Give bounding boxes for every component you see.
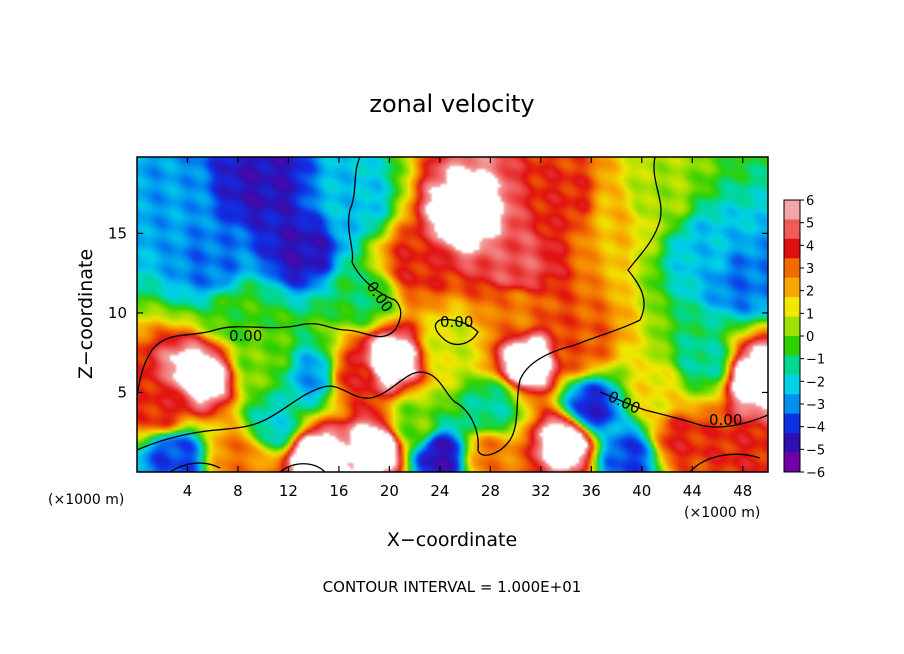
colorbar-tick-label: 6: [806, 194, 814, 209]
x-tick-label: 4: [183, 482, 193, 500]
x-tick-label: 8: [233, 482, 243, 500]
colorbar-tick-label: 4: [806, 239, 814, 254]
heatmap-field: [137, 157, 768, 472]
x-tick-label: 32: [531, 482, 550, 500]
x-tick-label: 24: [430, 482, 449, 500]
x-tick-label: 44: [683, 482, 702, 500]
chart-title: zonal velocity: [369, 90, 534, 118]
colorbar-swatch: [784, 258, 800, 279]
colorbar-swatch: [784, 277, 800, 298]
contour-label: 0.00: [229, 327, 262, 345]
y-axis: 5 10 15: [108, 224, 768, 401]
zero-contour-middle: [137, 157, 662, 456]
x-tick-label: 20: [380, 482, 399, 500]
colorbar-swatch: [784, 355, 800, 376]
colorbar-swatch: [784, 413, 800, 434]
colorbar-swatch: [784, 433, 800, 453]
colorbar-tick-label: −5: [806, 443, 825, 458]
colorbar-tick-label: −4: [806, 421, 825, 436]
x-unit-label-right: (×1000 m): [684, 505, 760, 521]
colorbar-tick-label: −3: [806, 398, 825, 413]
colorbar-tick-label: −1: [806, 353, 825, 368]
colorbar-tick-label: 0: [806, 330, 814, 345]
zero-contour-lower-right: [599, 391, 768, 428]
contour-label: 0.00: [440, 313, 473, 331]
colorbar-swatch: [784, 452, 800, 473]
x-unit-label-left: (×1000 m): [48, 492, 124, 508]
plot-frame: [136, 156, 769, 473]
colorbar-swatch: [784, 336, 800, 356]
x-tick-label: 16: [329, 482, 348, 500]
colorbar-tick-label: 1: [806, 307, 814, 322]
colorbar-tick-label: 3: [806, 262, 814, 277]
contour-label: 0.00: [709, 411, 742, 429]
y-tick-label: 15: [108, 224, 127, 242]
x-tick-label: 40: [632, 482, 651, 500]
x-tick-label: 28: [481, 482, 500, 500]
colorbar: 6 5 4 3 2 1 0 −1 −2 −3 −4 −5 −6: [783, 194, 825, 481]
x-axis-label: X−coordinate: [387, 529, 517, 551]
colorbar-tick-label: −6: [806, 466, 825, 481]
contour-interval-note: CONTOUR INTERVAL = 1.000E+01: [323, 578, 582, 596]
y-tick-label: 5: [117, 383, 127, 401]
y-tick-label: 10: [108, 304, 127, 322]
colorbar-swatch: [784, 394, 800, 415]
colorbar-swatch: [784, 374, 800, 395]
y-axis-label: Z−coordinate: [75, 249, 97, 379]
colorbar-tick-label: 5: [806, 217, 814, 232]
zero-contour-mid-loop: [434, 318, 479, 346]
colorbar-swatch: [784, 238, 800, 259]
colorbar-swatch: [784, 316, 800, 337]
zero-contour-lines: [137, 157, 768, 472]
x-tick-label: 48: [733, 482, 752, 500]
colorbar-swatch: [784, 219, 800, 240]
colorbar-swatch: [784, 297, 800, 317]
colorbar-tick-label: 2: [806, 285, 814, 300]
x-tick-label: 12: [279, 482, 298, 500]
x-axis: 4 8 12 16 20 24 28 32 36 40 44 48: [183, 157, 752, 500]
x-tick-label: 36: [582, 482, 601, 500]
zero-contour-bottom: [169, 453, 761, 472]
zero-contour-upper: [137, 157, 402, 396]
colorbar-swatch: [784, 200, 800, 220]
colorbar-tick-label: −2: [806, 375, 825, 390]
